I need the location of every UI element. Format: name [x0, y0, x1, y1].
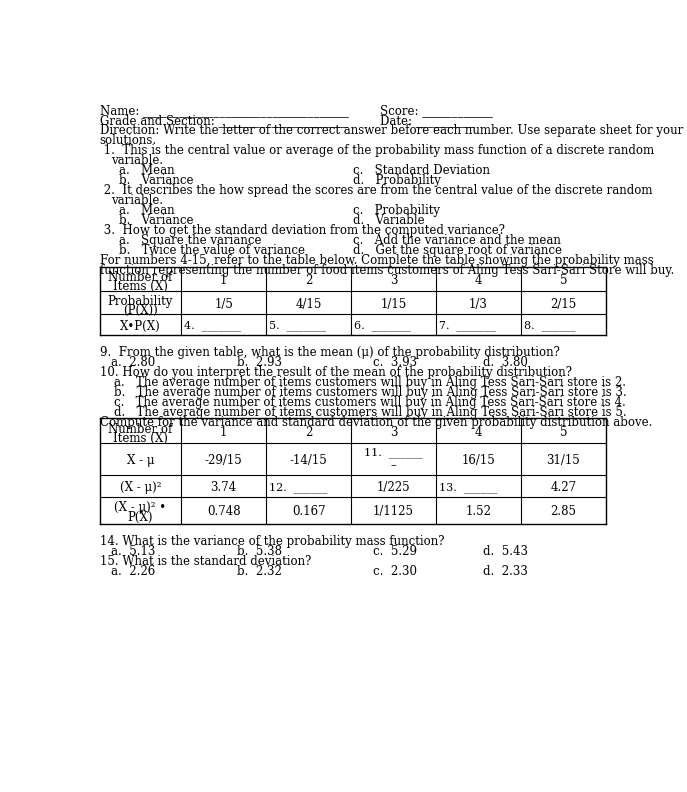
- Text: X - μ: X - μ: [127, 455, 155, 467]
- Text: 7.  _______: 7. _______: [439, 321, 496, 331]
- Text: c.  3.93: c. 3.93: [372, 356, 417, 369]
- Text: (P(X)): (P(X)): [123, 304, 158, 317]
- Text: Date: __________: Date: __________: [381, 114, 475, 128]
- Text: d.  5.43: d. 5.43: [483, 545, 528, 558]
- Text: 4.  _______: 4. _______: [184, 321, 241, 331]
- Text: 1/5: 1/5: [214, 298, 233, 311]
- Text: 5: 5: [560, 274, 567, 287]
- Text: c.   Add the variance and the mean: c. Add the variance and the mean: [353, 234, 561, 247]
- Text: 16/15: 16/15: [462, 455, 495, 467]
- Text: d.  3.80: d. 3.80: [483, 356, 528, 369]
- Text: Items (X): Items (X): [113, 432, 168, 445]
- Text: function representing the number of food items customers of Aling Tess Sari-Sari: function representing the number of food…: [100, 265, 674, 277]
- Text: 8.  ______: 8. ______: [524, 321, 576, 331]
- Text: 10. How do you interpret the result of the mean of the probability distribution?: 10. How do you interpret the result of t…: [100, 366, 572, 379]
- Text: 1.52: 1.52: [466, 505, 491, 519]
- Text: b.  2.32: b. 2.32: [237, 565, 282, 577]
- Text: Name: ___________________________________: Name: __________________________________…: [100, 105, 348, 117]
- Text: 0.748: 0.748: [207, 505, 240, 519]
- Text: 2.  It describes the how spread the scores are from the central value of the dis: 2. It describes the how spread the score…: [100, 185, 653, 197]
- Text: c.   The average number of items customers will buy in Aling Tess Sari-Sari stor: c. The average number of items customers…: [114, 396, 626, 409]
- Text: 3.74: 3.74: [210, 482, 237, 494]
- Text: d.   Variable: d. Variable: [353, 215, 425, 227]
- Text: c.  5.29: c. 5.29: [372, 545, 416, 558]
- Text: 2: 2: [305, 274, 313, 287]
- Text: 3: 3: [390, 274, 397, 287]
- Text: 31/15: 31/15: [547, 455, 581, 467]
- Text: b.  2.93: b. 2.93: [237, 356, 282, 369]
- Text: variable.: variable.: [111, 194, 163, 208]
- Text: 1/225: 1/225: [376, 482, 410, 494]
- Text: 1/3: 1/3: [469, 298, 488, 311]
- Text: variable.: variable.: [111, 154, 163, 167]
- Text: -29/15: -29/15: [205, 455, 243, 467]
- Text: Number of: Number of: [109, 271, 172, 284]
- Text: b.   Variance: b. Variance: [120, 215, 194, 227]
- Text: a.  5.13: a. 5.13: [111, 545, 155, 558]
- Text: P(X): P(X): [128, 511, 153, 524]
- Text: 2.85: 2.85: [550, 505, 576, 519]
- Text: d.   The average number of items customers will buy in Aling Tess Sari-Sari stor: d. The average number of items customers…: [114, 406, 627, 419]
- Text: Direction: Write the letter of the correct answer before each number. Use separa: Direction: Write the letter of the corre…: [100, 124, 683, 137]
- Text: –: –: [391, 459, 396, 472]
- Text: 2: 2: [305, 426, 313, 439]
- Text: 3: 3: [390, 426, 397, 439]
- Text: Score: ____________: Score: ____________: [381, 105, 493, 117]
- Text: 4.27: 4.27: [550, 482, 576, 494]
- Text: Number of: Number of: [109, 423, 172, 436]
- Text: 4/15: 4/15: [295, 298, 322, 311]
- Text: 12.  ______: 12. ______: [269, 482, 328, 493]
- Text: c.  2.30: c. 2.30: [372, 565, 416, 577]
- Text: 5: 5: [560, 426, 567, 439]
- Text: 6.  _______: 6. _______: [354, 321, 412, 331]
- Text: Compute for the variance and standard deviation of the given probability distrib: Compute for the variance and standard de…: [100, 416, 652, 429]
- Text: Probability: Probability: [108, 295, 173, 308]
- Text: 3.  How to get the standard deviation from the computed variance?: 3. How to get the standard deviation fro…: [100, 224, 505, 238]
- Text: 4: 4: [475, 426, 482, 439]
- Text: X•P(X): X•P(X): [120, 319, 161, 333]
- Text: a.  2.26: a. 2.26: [111, 565, 155, 577]
- Text: a.   The average number of items customers will buy in Aling Tess Sari-Sari stor: a. The average number of items customers…: [114, 376, 626, 389]
- Text: Items (X): Items (X): [113, 280, 168, 293]
- Text: a.   Mean: a. Mean: [120, 204, 174, 217]
- Text: 2/15: 2/15: [550, 298, 576, 311]
- Text: b.  5.38: b. 5.38: [237, 545, 282, 558]
- Text: For numbers 4-15, refer to the table below. Complete the table showing the proba: For numbers 4-15, refer to the table bel…: [100, 254, 653, 268]
- Text: (X - μ)² •: (X - μ)² •: [115, 501, 166, 514]
- Text: a.   Square the variance: a. Square the variance: [120, 234, 262, 247]
- Text: b.   The average number of items customers will buy in Aling Tess Sari-Sari stor: b. The average number of items customers…: [114, 386, 627, 399]
- Text: 1/1125: 1/1125: [373, 505, 414, 519]
- Text: b.   Twice the value of variance: b. Twice the value of variance: [120, 245, 305, 257]
- Text: 0.167: 0.167: [292, 505, 326, 519]
- Text: -14/15: -14/15: [290, 455, 328, 467]
- Text: 11.  ______: 11. ______: [364, 447, 423, 459]
- Text: Grade and Section: ______________________: Grade and Section: _____________________…: [100, 114, 348, 128]
- Text: 1: 1: [220, 274, 227, 287]
- Text: a.  2.80: a. 2.80: [111, 356, 155, 369]
- Text: 15. What is the standard deviation?: 15. What is the standard deviation?: [100, 554, 311, 568]
- Text: 4: 4: [475, 274, 482, 287]
- Text: 9.  From the given table, what is the mean (μ) of the probability distribution?: 9. From the given table, what is the mea…: [100, 346, 560, 359]
- Text: solutions.: solutions.: [100, 135, 157, 147]
- Text: 13.  ______: 13. ______: [439, 482, 497, 493]
- Text: (X - μ)²: (X - μ)²: [120, 482, 161, 494]
- Text: c.   Standard Deviation: c. Standard Deviation: [353, 164, 491, 177]
- Text: 1: 1: [220, 426, 227, 439]
- Text: a.   Mean: a. Mean: [120, 164, 174, 177]
- Text: 14. What is the variance of the probability mass function?: 14. What is the variance of the probabil…: [100, 535, 444, 548]
- Text: d.   Probability: d. Probability: [353, 174, 441, 188]
- Text: 5.  _______: 5. _______: [269, 321, 326, 331]
- Text: d.   Get the square root of variance: d. Get the square root of variance: [353, 245, 562, 257]
- Text: c.   Probability: c. Probability: [353, 204, 440, 217]
- Text: 1/15: 1/15: [381, 298, 407, 311]
- Text: d.  2.33: d. 2.33: [483, 565, 528, 577]
- Text: b.   Variance: b. Variance: [120, 174, 194, 188]
- Text: 1.  This is the central value or average of the probability mass function of a d: 1. This is the central value or average …: [100, 144, 654, 158]
